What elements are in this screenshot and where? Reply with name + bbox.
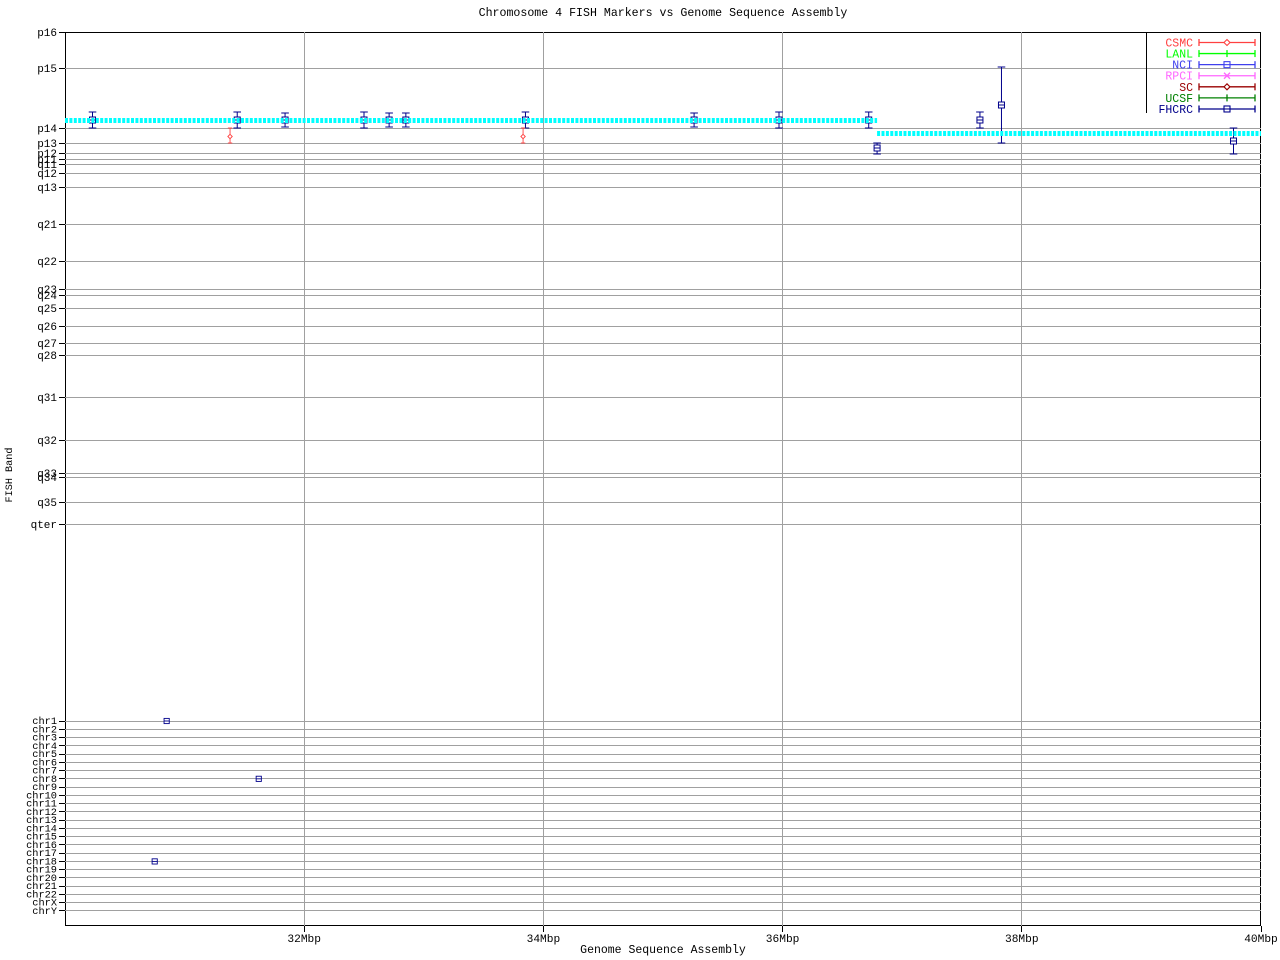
svg-text:q24: q24 (37, 291, 57, 303)
svg-text:p16: p16 (37, 28, 57, 40)
svg-text:q35: q35 (37, 498, 57, 510)
svg-text:Chromosome 4 FISH Markers vs G: Chromosome 4 FISH Markers vs Genome Sequ… (479, 7, 848, 20)
svg-text:q34: q34 (37, 473, 57, 485)
svg-text:qter: qter (31, 520, 57, 532)
svg-text:q28: q28 (37, 351, 57, 363)
svg-text:38Mbp: 38Mbp (1005, 934, 1039, 946)
svg-text:q12: q12 (37, 169, 57, 181)
svg-text:p15: p15 (37, 64, 57, 76)
svg-text:q27: q27 (37, 339, 57, 351)
svg-text:32Mbp: 32Mbp (287, 934, 321, 946)
svg-text:40Mbp: 40Mbp (1244, 934, 1278, 946)
svg-text:FISH Band: FISH Band (4, 447, 16, 502)
svg-text:Genome Sequence Assembly: Genome Sequence Assembly (580, 944, 746, 957)
svg-text:p14: p14 (37, 124, 57, 136)
svg-text:q21: q21 (37, 220, 57, 232)
svg-text:q31: q31 (37, 393, 57, 405)
svg-text:chrY: chrY (32, 906, 57, 918)
svg-text:FHCRC: FHCRC (1158, 104, 1193, 117)
svg-text:q25: q25 (37, 304, 57, 316)
svg-text:q32: q32 (37, 436, 57, 448)
svg-text:q26: q26 (37, 322, 57, 334)
svg-text:36Mbp: 36Mbp (766, 934, 800, 946)
svg-text:34Mbp: 34Mbp (527, 934, 561, 946)
svg-text:q13: q13 (37, 183, 57, 195)
svg-text:q22: q22 (37, 257, 57, 269)
